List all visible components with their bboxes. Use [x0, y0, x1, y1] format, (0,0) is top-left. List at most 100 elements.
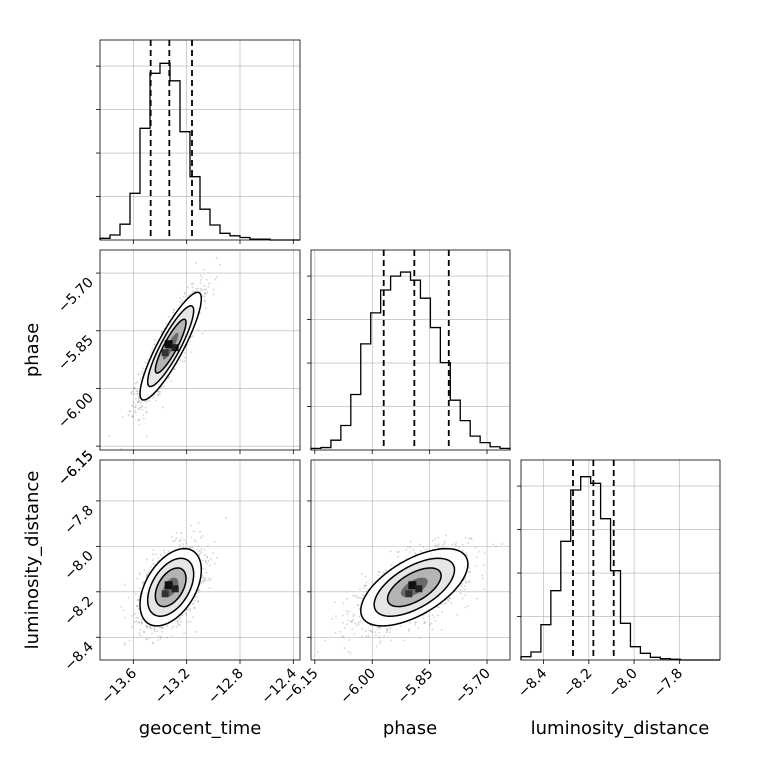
pair-phase-luminosity-distance-peak-bin-1 — [415, 585, 423, 593]
pair-phase-luminosity-distance-sample — [414, 552, 417, 554]
pair-geocent-time-luminosity-distance-sample — [138, 598, 140, 601]
pair-geocent-time-luminosity-distance-sample — [202, 581, 205, 583]
pair-geocent-time-phase-sample — [192, 291, 195, 293]
pair-phase-luminosity-distance-sample — [341, 634, 344, 637]
pair-phase-luminosity-distance-sample — [437, 543, 440, 546]
pair-geocent-time-luminosity-distance-sample — [164, 551, 166, 554]
pair-phase-luminosity-distance-sample — [345, 623, 348, 626]
pair-phase-luminosity-distance-sample — [359, 596, 361, 599]
pair-geocent-time-luminosity-distance-sample — [135, 620, 138, 623]
pair-geocent-time-phase-sample — [201, 295, 204, 298]
pair-phase-luminosity-distance-sample — [323, 639, 326, 642]
pair-geocent-time-luminosity-distance-sample — [225, 517, 228, 520]
pair-geocent-time-luminosity-distance-sample — [184, 612, 187, 615]
pair-phase-luminosity-distance-sample — [357, 621, 360, 624]
pair-phase-luminosity-distance-sample — [334, 615, 337, 618]
pair-phase-luminosity-distance-sample — [367, 588, 369, 591]
pair-phase-luminosity-distance-sample — [500, 543, 503, 545]
pair-phase-luminosity-distance-sample — [359, 620, 362, 623]
pair-geocent-time-phase-sample — [191, 286, 194, 288]
pair-geocent-time-phase-sample — [140, 370, 143, 373]
pair-phase-luminosity-distance-sample — [342, 621, 344, 624]
pair-phase-luminosity-distance-sample — [349, 652, 352, 654]
pair-geocent-time-phase-sample — [203, 284, 206, 287]
pair-phase-luminosity-distance-sample — [355, 624, 358, 627]
pair-phase-luminosity-distance-sample — [346, 613, 349, 616]
pair-geocent-time-phase-sample — [191, 290, 194, 293]
pair-phase-luminosity-distance-sample — [456, 613, 459, 616]
pair-phase-luminosity-distance-sample — [437, 606, 440, 609]
pair-geocent-time-luminosity-distance-sample — [147, 571, 150, 574]
pair-geocent-time-phase-sample — [141, 372, 144, 375]
pair-geocent-time-phase-sample — [201, 332, 204, 335]
pair-phase-luminosity-distance-sample — [367, 635, 370, 638]
pair-geocent-time-phase-sample — [136, 401, 139, 404]
pair-geocent-time-luminosity-distance-sample — [145, 624, 148, 627]
pair-phase-luminosity-distance-sample — [481, 574, 484, 577]
pair-geocent-time-luminosity-distance-sample — [137, 617, 140, 620]
pair-geocent-time-phase-sample — [214, 278, 217, 281]
pair-geocent-time-luminosity-distance-sample — [179, 539, 182, 542]
pair-geocent-time-luminosity-distance-sample — [191, 603, 194, 606]
pair-geocent-time-phase-sample — [120, 448, 123, 450]
pair-geocent-time-luminosity-distance-sample — [136, 604, 139, 607]
pair-geocent-time-luminosity-distance-sample — [206, 562, 208, 565]
pair-geocent-time-luminosity-distance-sample — [174, 539, 177, 542]
pair-geocent-time-luminosity-distance-sample — [149, 626, 152, 629]
pair-geocent-time-luminosity-distance-sample — [197, 601, 200, 603]
pair-geocent-time-phase-sample — [144, 406, 147, 409]
pair-geocent-time-luminosity-distance-sample — [178, 540, 181, 542]
pair-geocent-time-phase-sample — [133, 388, 136, 390]
pair-phase-luminosity-distance-sample — [405, 557, 408, 560]
pair-phase-luminosity-distance-sample — [361, 627, 363, 630]
pair-geocent-time-luminosity-distance-sample — [122, 609, 125, 612]
pair-geocent-time-luminosity-distance-sample — [185, 614, 188, 617]
pair-geocent-time-phase-sample — [169, 380, 172, 383]
pair-geocent-time-luminosity-distance-sample — [172, 625, 174, 628]
pair-phase-luminosity-distance-sample — [464, 577, 467, 580]
pair-geocent-time-phase-sample — [204, 307, 207, 310]
pair-geocent-time-luminosity-distance-sample — [196, 596, 199, 599]
pair-phase-luminosity-distance-sample — [442, 544, 444, 547]
pair-phase-luminosity-distance-sample — [467, 542, 469, 545]
pair-geocent-time-luminosity-distance-sample — [209, 557, 212, 560]
pair-geocent-time-luminosity-distance-sample — [154, 630, 156, 633]
pair-phase-luminosity-distance-sample — [348, 610, 350, 613]
pair-geocent-time-luminosity-distance-sample — [199, 552, 202, 555]
pair-geocent-time-phase-sample — [174, 368, 176, 371]
pair-geocent-time-phase-sample — [195, 287, 198, 290]
pair-phase-luminosity-distance-sample — [357, 596, 360, 599]
pair-geocent-time-phase-sample — [135, 403, 137, 406]
pair-phase-luminosity-distance-sample — [362, 594, 364, 597]
pair-phase-luminosity-distance-sample — [364, 575, 367, 578]
pair-geocent-time-phase-sample — [132, 401, 135, 404]
pair-phase-luminosity-distance-sample — [385, 631, 388, 634]
pair-geocent-time-phase-sample — [142, 414, 145, 416]
pair-geocent-time-luminosity-distance-sample — [196, 548, 198, 551]
pair-geocent-time-phase-sample — [173, 368, 175, 370]
pair-geocent-time-luminosity-distance-sample — [213, 541, 216, 544]
pair-geocent-time-luminosity-distance-sample — [123, 583, 126, 586]
pair-geocent-time-phase-sample — [181, 360, 184, 363]
pair-geocent-time-phase-sample — [172, 311, 175, 314]
pair-geocent-time-luminosity-distance-frame — [99, 459, 301, 661]
pair-geocent-time-luminosity-distance-sample — [151, 625, 154, 628]
pair-geocent-time-phase-sample — [205, 288, 208, 291]
pair-phase-luminosity-distance-sample — [347, 619, 350, 622]
pair-geocent-time-luminosity-distance-sample — [151, 559, 154, 562]
pair-phase-luminosity-distance-sample — [454, 543, 456, 546]
pair-geocent-time-luminosity-distance-sample — [142, 581, 144, 584]
pair-geocent-time-luminosity-distance-sample — [170, 627, 173, 630]
pair-geocent-time-luminosity-distance-sample — [146, 626, 148, 628]
pair-geocent-time-phase-sample — [212, 293, 215, 296]
pair-geocent-time-luminosity-distance-sample — [194, 599, 196, 602]
pair-geocent-time-luminosity-distance-sample — [145, 625, 148, 628]
pair-phase-luminosity-distance-contour-line-2 — [373, 557, 456, 617]
pair-geocent-time-luminosity-distance-sample — [189, 620, 192, 623]
pair-geocent-time-phase-sample — [199, 290, 202, 293]
pair-phase-luminosity-distance-sample — [464, 584, 467, 587]
pair-phase-luminosity-distance-sample — [358, 608, 361, 611]
pair-phase-luminosity-distance-sample — [348, 639, 351, 641]
pair-geocent-time-phase-sample — [197, 329, 200, 332]
pair-geocent-time-phase-sample — [138, 373, 141, 375]
